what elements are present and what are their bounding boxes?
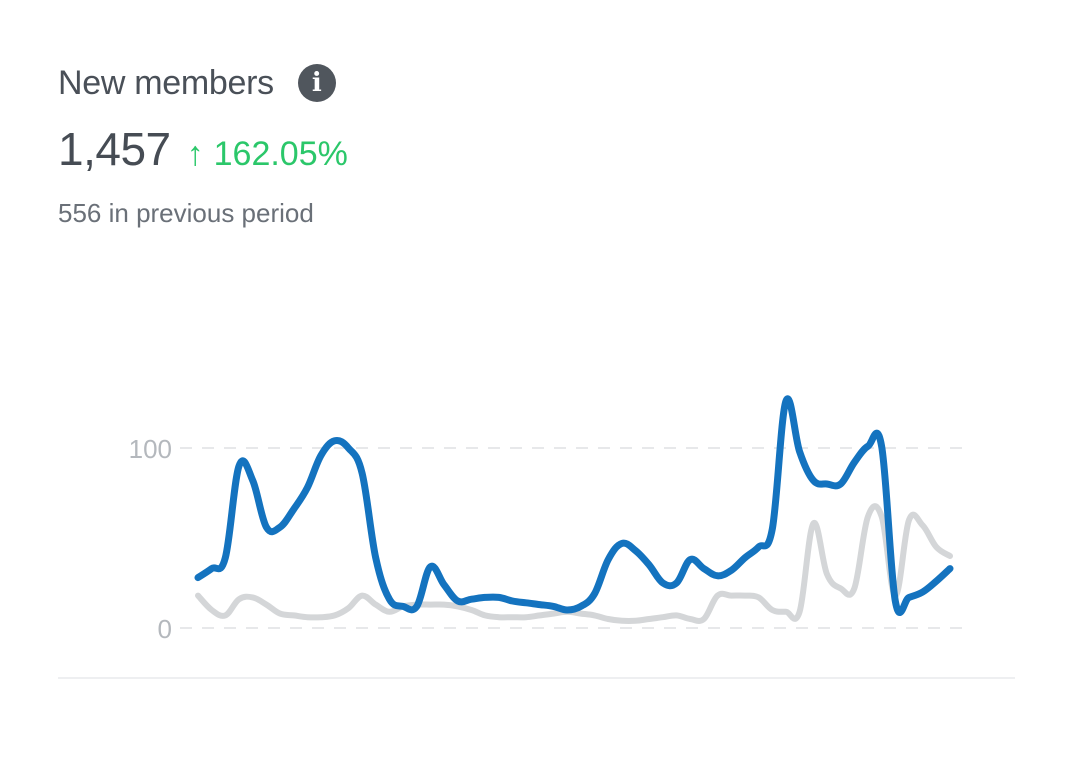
series-current-line bbox=[194, 395, 954, 616]
arrow-up-icon: ↑ bbox=[186, 135, 204, 173]
previous-period-text: 556 in previous period bbox=[58, 198, 314, 228]
card-header: New members i 1,457 ↑ 162.05% 556 in pre… bbox=[58, 58, 658, 229]
y-tick-label-0: 0 bbox=[158, 614, 172, 644]
y-tick-label-100: 100 bbox=[129, 434, 172, 464]
series-previous-line bbox=[195, 503, 953, 625]
change-indicator: ↑ 162.05% bbox=[187, 135, 348, 174]
title-row: New members i bbox=[58, 58, 658, 108]
card-title: New members bbox=[58, 63, 274, 102]
metric-value: 1,457 bbox=[58, 123, 171, 175]
metric-row: 1,457 ↑ 162.05% bbox=[58, 122, 658, 176]
info-icon[interactable]: i bbox=[297, 64, 336, 102]
change-percent: 162.05% bbox=[213, 135, 348, 173]
